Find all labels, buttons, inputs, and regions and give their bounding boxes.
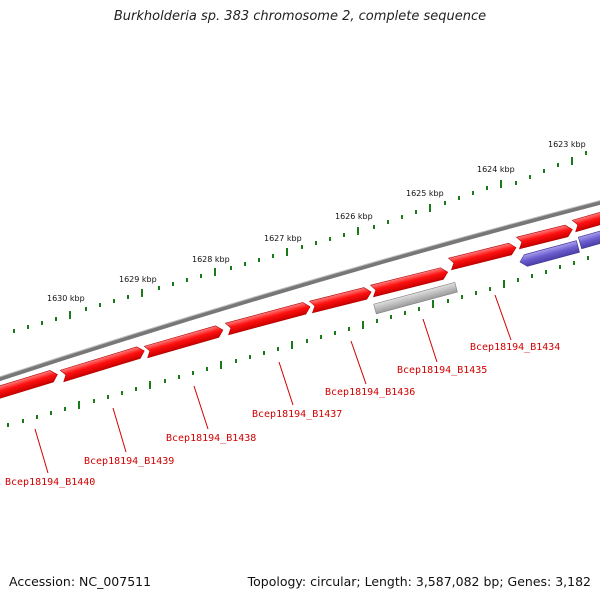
gene-label-leaders	[34, 294, 512, 474]
kbp-label: 1629 kbp	[119, 275, 157, 284]
gene-arrow	[224, 302, 311, 336]
gene-label[interactable]: Bcep18194_B1434	[470, 342, 560, 353]
label-leader	[278, 361, 294, 406]
kbp-label: 1630 kbp	[47, 294, 85, 303]
label-leader	[422, 318, 438, 363]
gene-label[interactable]: Bcep18194_B1439	[84, 456, 174, 467]
label-leader	[193, 385, 209, 430]
map-title: Burkholderia sp. 383 chromosome 2, compl…	[113, 9, 487, 24]
kbp-labels: 1623 kbp 1624 kbp 1625 kbp 1626 kbp 1627…	[47, 140, 586, 303]
forward-strand-genes	[0, 208, 600, 402]
kbp-label: 1626 kbp	[335, 212, 373, 221]
kbp-label: 1627 kbp	[264, 234, 302, 243]
accession-text: Accession: NC_007511	[9, 574, 152, 589]
label-leader	[112, 407, 127, 453]
gene-arrow	[308, 287, 372, 314]
label-leader	[34, 428, 49, 474]
genome-summary-text: Topology: circular; Length: 3,587,082 bp…	[247, 574, 591, 589]
inner-ruler	[7, 256, 589, 427]
reverse-strand-genes	[519, 228, 600, 267]
gene-arrow	[59, 346, 145, 383]
gene-arrow	[447, 242, 517, 271]
gene-arrow	[369, 267, 449, 298]
label-leader	[350, 340, 367, 385]
chromosome-backbone	[0, 200, 600, 382]
kbp-label: 1625 kbp	[406, 189, 444, 198]
gene-label[interactable]: Bcep18194_B1440	[5, 477, 95, 488]
kbp-label: 1628 kbp	[192, 255, 230, 264]
gene-label[interactable]: Bcep18194_B1435	[397, 365, 487, 376]
gene-label[interactable]: Bcep18194_B1438	[166, 433, 256, 444]
gene-arrow	[571, 208, 600, 233]
gene-arrow	[0, 370, 58, 402]
gene-labels: Bcep18194_B1434 Bcep18194_B1435 Bcep1819…	[5, 342, 560, 488]
gene-arrow-other	[373, 282, 458, 315]
outer-ruler	[13, 151, 587, 333]
gene-arrow	[515, 224, 573, 250]
gene-label[interactable]: Bcep18194_B1437	[252, 409, 342, 420]
gene-arrow-reverse	[577, 228, 600, 250]
gene-arrow-reverse	[519, 240, 580, 267]
gene-arrow	[143, 325, 224, 359]
kbp-label: 1623 kbp	[548, 140, 586, 149]
chromosome-backbone-highlight	[0, 200, 600, 378]
gene-label[interactable]: Bcep18194_B1436	[325, 387, 415, 398]
label-leader	[494, 294, 512, 341]
kbp-label: 1624 kbp	[477, 165, 515, 174]
